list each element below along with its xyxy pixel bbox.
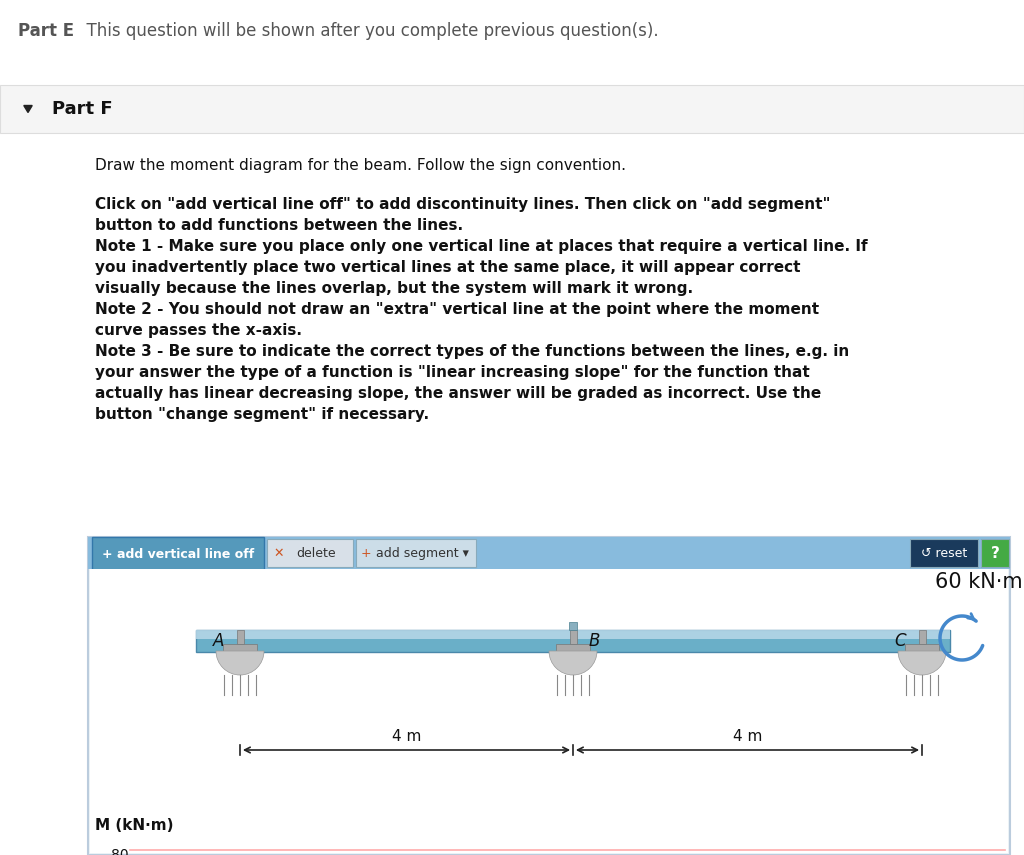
Bar: [92, 537, 264, 571]
Text: A: A: [213, 632, 224, 650]
Text: button "change segment" if necessary.: button "change segment" if necessary.: [95, 407, 429, 422]
Text: button to add functions between the lines.: button to add functions between the line…: [95, 218, 463, 233]
Text: curve passes the x-axis.: curve passes the x-axis.: [95, 323, 302, 338]
Wedge shape: [216, 651, 264, 675]
Text: M (kN·m): M (kN·m): [95, 818, 173, 833]
Text: Note 2 - You should not draw an "extra" vertical line at the point where the mom: Note 2 - You should not draw an "extra" …: [95, 302, 819, 317]
Bar: [88, 537, 1010, 569]
Bar: [196, 630, 950, 639]
Bar: [905, 644, 939, 651]
Text: ?: ?: [990, 545, 999, 561]
Bar: [569, 630, 577, 644]
Text: Part F: Part F: [52, 100, 113, 118]
Text: +: +: [360, 546, 372, 559]
Text: Part E: Part E: [18, 22, 74, 40]
Text: Note 3 - Be sure to indicate the correct types of the functions between the line: Note 3 - Be sure to indicate the correct…: [95, 344, 849, 359]
Text: visually because the lines overlap, but the system will mark it wrong.: visually because the lines overlap, but …: [95, 281, 693, 296]
Text: delete: delete: [296, 546, 336, 559]
Text: 4 m: 4 m: [392, 729, 421, 744]
Text: C: C: [894, 632, 906, 650]
Text: actually has linear decreasing slope, the answer will be graded as incorrect. Us: actually has linear decreasing slope, th…: [95, 386, 821, 401]
Text: B: B: [589, 632, 600, 650]
Bar: [556, 644, 590, 651]
Text: add segment ▾: add segment ▾: [376, 546, 468, 559]
Bar: [223, 644, 257, 651]
Text: Draw the moment diagram for the beam. Follow the sign convention.: Draw the moment diagram for the beam. Fo…: [95, 158, 626, 173]
Text: This question will be shown after you complete previous question(s).: This question will be shown after you co…: [76, 22, 658, 40]
Text: 60 kN·m: 60 kN·m: [935, 572, 1023, 592]
Bar: [919, 630, 926, 644]
Text: ↺ reset: ↺ reset: [921, 546, 967, 559]
Text: ✕: ✕: [273, 546, 285, 559]
Bar: [356, 539, 476, 567]
Text: 80: 80: [112, 848, 129, 855]
Bar: [0, 85, 1024, 133]
Text: Click on "add vertical line off" to add discontinuity lines. Then click on "add : Click on "add vertical line off" to add …: [95, 197, 830, 212]
Bar: [569, 622, 577, 630]
Text: you inadvertently place two vertical lines at the same place, it will appear cor: you inadvertently place two vertical lin…: [95, 260, 801, 275]
Wedge shape: [549, 651, 597, 675]
Text: + add vertical line off: + add vertical line off: [101, 547, 254, 561]
Bar: [196, 630, 950, 652]
Wedge shape: [898, 651, 946, 675]
Text: 4 m: 4 m: [733, 729, 762, 744]
Bar: [237, 630, 244, 644]
Bar: [267, 539, 353, 567]
Bar: [981, 539, 1009, 567]
Bar: [910, 539, 978, 567]
Bar: [90, 569, 1008, 853]
Text: Note 1 - Make sure you place only one vertical line at places that require a ver: Note 1 - Make sure you place only one ve…: [95, 239, 867, 254]
Polygon shape: [24, 105, 32, 113]
Bar: [88, 537, 1010, 855]
Text: your answer the type of a function is "linear increasing slope" for the function: your answer the type of a function is "l…: [95, 365, 810, 380]
